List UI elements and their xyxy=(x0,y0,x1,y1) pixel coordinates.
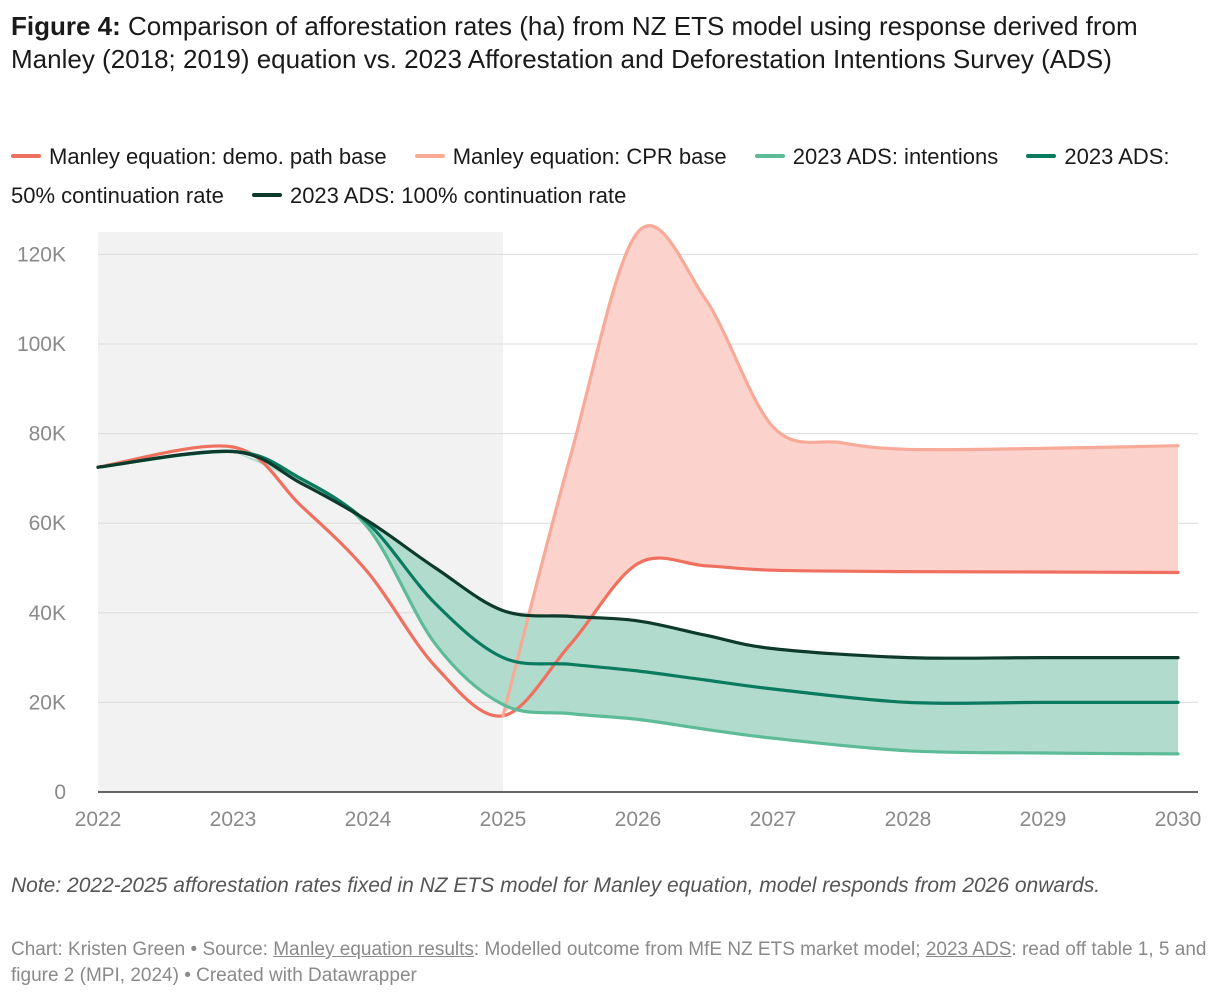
legend-label: 2023 ADS: 50% continuation rate xyxy=(11,144,1170,208)
y-tick-label: 100K xyxy=(17,333,66,356)
legend-swatch xyxy=(11,154,41,159)
y-tick-label: 80K xyxy=(29,423,66,446)
legend-label: Manley equation: demo. path base xyxy=(49,144,387,169)
range-band-2023-ads-100-continuation-rate xyxy=(233,451,1178,754)
legend-swatch xyxy=(414,154,445,159)
shaded-fixed-period xyxy=(98,232,503,792)
y-tick-label: 40K xyxy=(29,602,66,625)
credit-suffix: : read off table 1, 5 and figure 2 (MPI,… xyxy=(11,939,1207,986)
legend-label: 2023 ADS: 100% continuation rate xyxy=(289,183,627,208)
line-2023-ads-50-continuation-rate xyxy=(96,449,1180,705)
legend-swatch xyxy=(251,193,282,198)
legend-item: 2023 ADS: intentions xyxy=(754,144,999,169)
legend-swatch xyxy=(754,154,785,159)
x-tick-label: 2027 xyxy=(750,808,797,831)
figure-title-text: Comparison of afforestation rates (ha) f… xyxy=(11,11,1138,74)
legend-item: Manley equation: demo. path base xyxy=(11,144,387,169)
x-tick-label: 2022 xyxy=(75,808,122,831)
line-2023-ads-100-continuation-rate xyxy=(96,449,1180,660)
x-tick-label: 2024 xyxy=(345,808,392,831)
chart-credit: Chart: Kristen Green • Source: Manley eq… xyxy=(11,937,1211,989)
x-tick-label: 2028 xyxy=(885,808,932,831)
line-manley-equation-cpr-base xyxy=(501,224,1180,718)
chart-title: Figure 4: Comparison of afforestation ra… xyxy=(11,10,1206,76)
x-tick-label: 2026 xyxy=(615,808,662,831)
y-tick-label: 60K xyxy=(29,512,66,535)
x-tick-label: 2023 xyxy=(210,808,257,831)
chart-svg: 0 20K 40K 60K 80K 100K 120K 2022 2023 2024 2025 20… xyxy=(17,224,1202,831)
legend-item: 2023 ADS: 50% continuation rate xyxy=(11,144,1170,208)
legend-item: 2023 ADS: 100% continuation rate xyxy=(251,183,627,208)
line-manley-equation-demo-path-base xyxy=(96,444,1180,718)
x-tick-label: 2029 xyxy=(1020,808,1067,831)
y-tick-label: 120K xyxy=(17,243,66,266)
y-tick-label: 0 xyxy=(54,781,66,804)
chart-note: Note: 2022-2025 afforestation rates fixe… xyxy=(11,874,1101,897)
legend-item: Manley equation: CPR base xyxy=(414,144,727,169)
legend-label: 2023 ADS: intentions xyxy=(792,144,999,169)
x-tick-label: 2025 xyxy=(480,808,527,831)
chart-legend: Manley equation: demo. path base Manley … xyxy=(11,137,1206,215)
credit-prefix: Chart: Kristen Green • Source: xyxy=(11,939,274,960)
legend-label: Manley equation: CPR base xyxy=(452,144,727,169)
y-tick-label: 20K xyxy=(29,691,66,714)
credit-mid: : Modelled outcome from MfE NZ ETS marke… xyxy=(473,939,926,960)
source-link-manley[interactable]: Manley equation results xyxy=(273,939,474,960)
x-tick-label: 2030 xyxy=(1155,808,1202,831)
figure-label: Figure 4: xyxy=(11,11,121,41)
source-link-ads[interactable]: 2023 ADS xyxy=(925,939,1012,960)
range-band-manley-equation-cpr-base xyxy=(503,225,1178,716)
legend-swatch xyxy=(1026,154,1057,159)
